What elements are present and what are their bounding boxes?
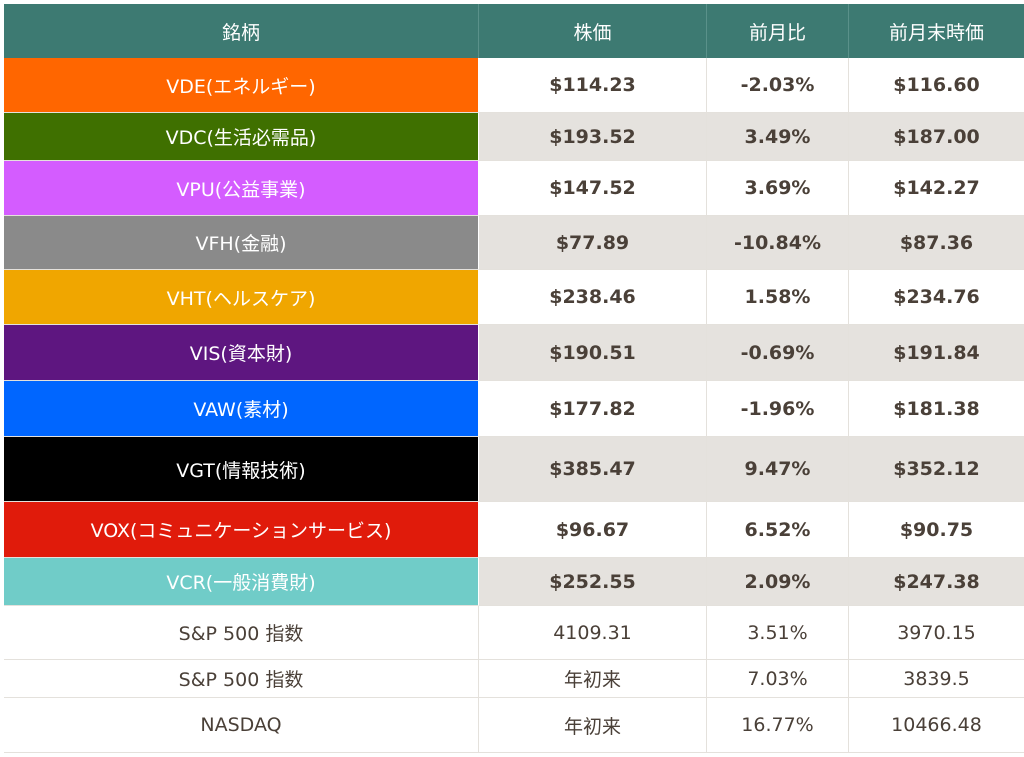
- header-row: 銘柄 株価 前月比 前月末時価: [4, 4, 1024, 58]
- fund-change: 6.52%: [707, 502, 849, 558]
- table-row: VFH(金融) $77.89 -10.84% $87.36: [4, 216, 1024, 270]
- fund-prev: $234.76: [849, 270, 1024, 325]
- fund-name: VDE(エネルギー): [4, 58, 479, 113]
- index-prev: 3839.5: [849, 660, 1024, 698]
- fund-price: $190.51: [479, 325, 707, 381]
- index-price: 年初来: [479, 698, 707, 753]
- fund-prev: $87.36: [849, 216, 1024, 270]
- table-row: VDC(生活必需品) $193.52 3.49% $187.00: [4, 113, 1024, 161]
- header-price: 株価: [479, 4, 707, 58]
- fund-prev: $142.27: [849, 161, 1024, 216]
- fund-prev: $90.75: [849, 502, 1024, 558]
- index-price: 4109.31: [479, 606, 707, 660]
- fund-change: 3.49%: [707, 113, 849, 161]
- fund-name: VPU(公益事業): [4, 161, 479, 216]
- fund-prev: $116.60: [849, 58, 1024, 113]
- fund-price: $193.52: [479, 113, 707, 161]
- index-change: 7.03%: [707, 660, 849, 698]
- index-prev: 3970.15: [849, 606, 1024, 660]
- index-name: S&P 500 指数: [4, 606, 479, 660]
- fund-name: VDC(生活必需品): [4, 113, 479, 161]
- table-row: VIS(資本財) $190.51 -0.69% $191.84: [4, 325, 1024, 381]
- table-row: VHT(ヘルスケア) $238.46 1.58% $234.76: [4, 270, 1024, 325]
- fund-price: $77.89: [479, 216, 707, 270]
- fund-prev: $187.00: [849, 113, 1024, 161]
- table-row: NASDAQ 年初来 16.77% 10466.48: [4, 698, 1024, 753]
- fund-name: VHT(ヘルスケア): [4, 270, 479, 325]
- table-row: VAW(素材) $177.82 -1.96% $181.38: [4, 381, 1024, 437]
- table-row: VOX(コミュニケーションサービス) $96.67 6.52% $90.75: [4, 502, 1024, 558]
- fund-change: -10.84%: [707, 216, 849, 270]
- fund-prev: $191.84: [849, 325, 1024, 381]
- fund-price: $114.23: [479, 58, 707, 113]
- fund-change: 3.69%: [707, 161, 849, 216]
- table-row: VGT(情報技術) $385.47 9.47% $352.12: [4, 437, 1024, 502]
- header-change: 前月比: [707, 4, 849, 58]
- header-prev: 前月末時価: [849, 4, 1024, 58]
- fund-name: VAW(素材): [4, 381, 479, 437]
- fund-prev: $181.38: [849, 381, 1024, 437]
- fund-change: -0.69%: [707, 325, 849, 381]
- fund-price: $385.47: [479, 437, 707, 502]
- fund-name: VOX(コミュニケーションサービス): [4, 502, 479, 558]
- fund-name: VGT(情報技術): [4, 437, 479, 502]
- fund-name: VCR(一般消費財): [4, 558, 479, 606]
- fund-prev: $352.12: [849, 437, 1024, 502]
- fund-name: VIS(資本財): [4, 325, 479, 381]
- fund-change: -1.96%: [707, 381, 849, 437]
- index-change: 16.77%: [707, 698, 849, 753]
- index-name: S&P 500 指数: [4, 660, 479, 698]
- index-change: 3.51%: [707, 606, 849, 660]
- fund-price: $177.82: [479, 381, 707, 437]
- fund-price: $147.52: [479, 161, 707, 216]
- fund-change: 2.09%: [707, 558, 849, 606]
- table-row: S&P 500 指数 年初来 7.03% 3839.5: [4, 660, 1024, 698]
- table-row: VDE(エネルギー) $114.23 -2.03% $116.60: [4, 58, 1024, 113]
- table-row: S&P 500 指数 4109.31 3.51% 3970.15: [4, 606, 1024, 660]
- table-row: VPU(公益事業) $147.52 3.69% $142.27: [4, 161, 1024, 216]
- fund-change: 1.58%: [707, 270, 849, 325]
- table-row: VCR(一般消費財) $252.55 2.09% $247.38: [4, 558, 1024, 606]
- fund-change: 9.47%: [707, 437, 849, 502]
- index-prev: 10466.48: [849, 698, 1024, 753]
- fund-name: VFH(金融): [4, 216, 479, 270]
- fund-change: -2.03%: [707, 58, 849, 113]
- fund-prev: $247.38: [849, 558, 1024, 606]
- index-name: NASDAQ: [4, 698, 479, 753]
- index-price: 年初来: [479, 660, 707, 698]
- fund-price: $96.67: [479, 502, 707, 558]
- fund-price: $252.55: [479, 558, 707, 606]
- fund-price: $238.46: [479, 270, 707, 325]
- header-name: 銘柄: [4, 4, 479, 58]
